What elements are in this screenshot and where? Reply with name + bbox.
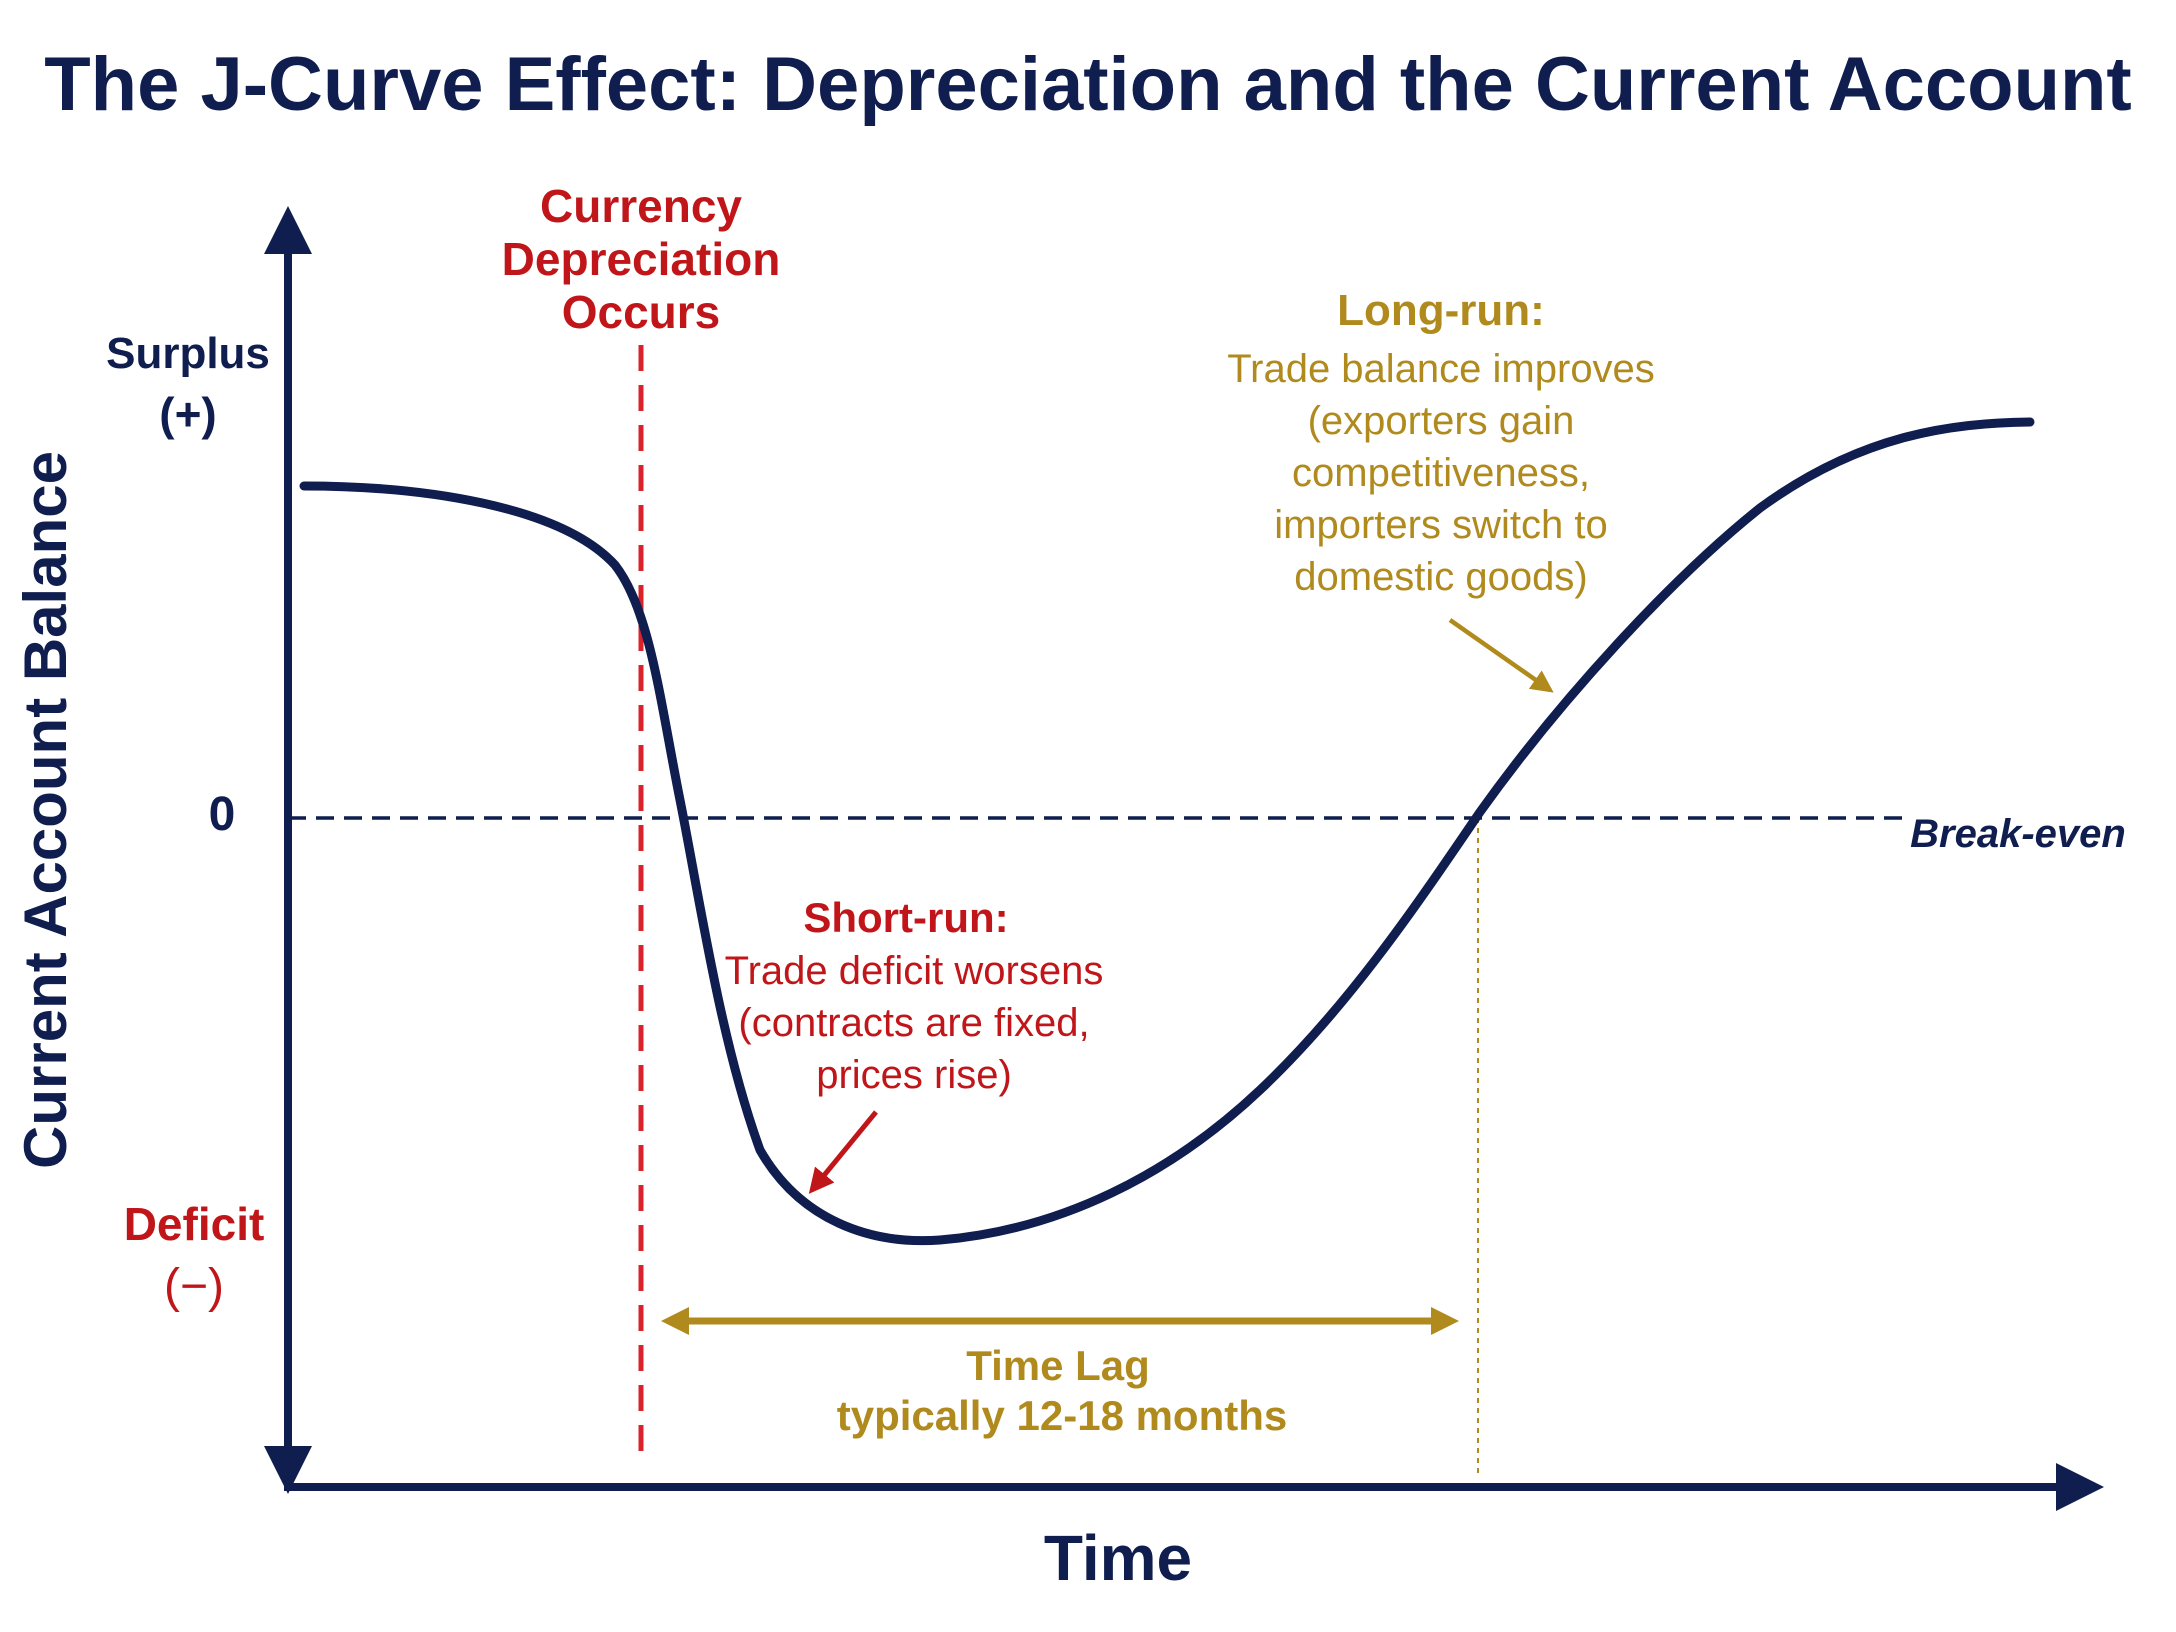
depreciation-label-line3: Occurs <box>562 286 721 338</box>
x-axis-label: Time <box>1044 1522 1192 1594</box>
long-run-line1: Trade balance improves <box>1227 347 1655 391</box>
page-title: The J-Curve Effect: Depreciation and the… <box>44 42 2131 127</box>
long-run-line3: competitiveness, <box>1292 451 1590 495</box>
long-run-heading: Long-run: <box>1337 286 1545 335</box>
surplus-label: Surplus <box>106 329 270 378</box>
deficit-sign: (−) <box>164 1260 224 1313</box>
j-curve-line <box>299 417 2035 1246</box>
time-lag-label: Time Lag <box>966 1342 1150 1389</box>
depreciation-label-line2: Depreciation <box>502 233 781 285</box>
depreciation-label-line1: Currency <box>540 180 742 232</box>
time-lag-duration: typically 12-18 months <box>837 1392 1288 1439</box>
surplus-sign: (+) <box>159 388 217 440</box>
long-run-pointer-arrow <box>1448 618 1554 693</box>
short-run-pointer-arrow <box>808 1110 878 1194</box>
long-run-line2: (exporters gain <box>1308 399 1575 443</box>
break-even-label: Break-even <box>1910 812 2126 856</box>
short-run-line1: Trade deficit worsens <box>725 949 1104 993</box>
deficit-label: Deficit <box>124 1198 265 1250</box>
y-axis-label: Current Account Balance <box>12 451 79 1169</box>
short-run-heading: Short-run: <box>803 894 1008 941</box>
short-run-line3: prices rise) <box>816 1053 1012 1097</box>
zero-label: 0 <box>209 788 236 841</box>
long-run-line4: importers switch to <box>1274 503 1607 547</box>
short-run-line2: (contracts are fixed, <box>738 1001 1089 1045</box>
long-run-line5: domestic goods) <box>1294 555 1587 599</box>
